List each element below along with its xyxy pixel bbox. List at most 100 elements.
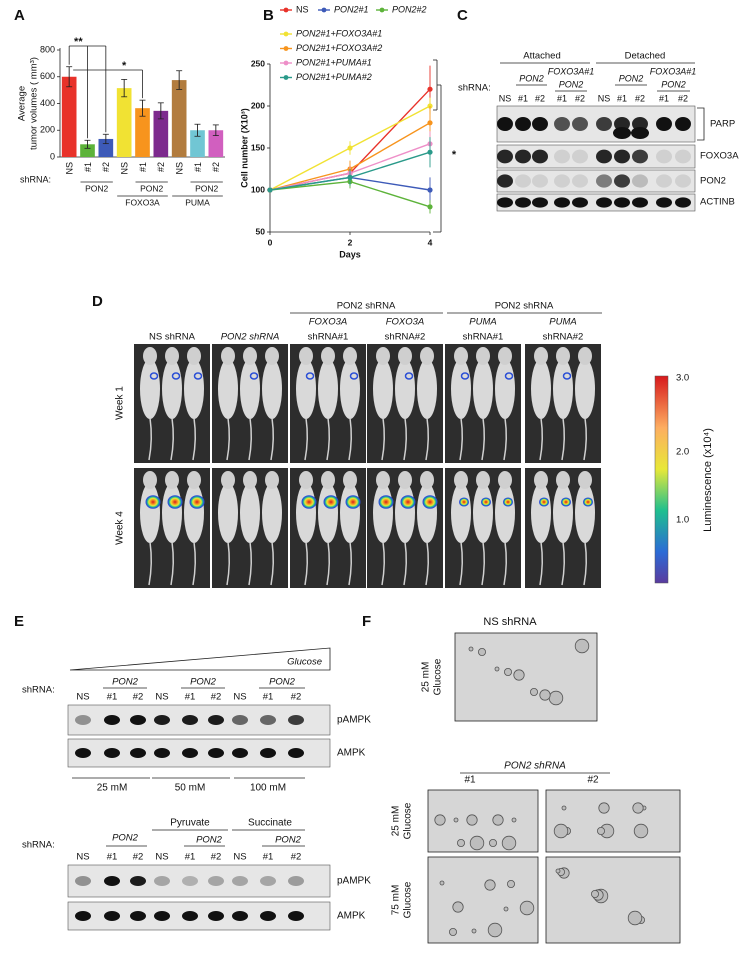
mouse-tail bbox=[503, 541, 508, 586]
mouse-head bbox=[534, 471, 548, 489]
point bbox=[427, 120, 433, 126]
mouse-body bbox=[451, 483, 471, 543]
x-prefix: shRNA: bbox=[20, 174, 51, 184]
column-label: #2 bbox=[587, 775, 599, 786]
lane-label: #1 bbox=[518, 93, 528, 103]
blot-band bbox=[182, 911, 198, 921]
blot-band bbox=[675, 117, 691, 131]
mouse-head bbox=[476, 347, 490, 365]
mouse-head bbox=[343, 347, 357, 365]
y-tick-label: 200 bbox=[40, 125, 55, 135]
signal bbox=[149, 372, 159, 380]
blot-band bbox=[260, 715, 276, 725]
row-label: 25 mM bbox=[391, 806, 402, 837]
mouse-head bbox=[376, 471, 390, 489]
blot-band bbox=[182, 715, 198, 725]
panel-letter: F bbox=[362, 613, 371, 630]
cell bbox=[434, 814, 446, 826]
lane-label: #2 bbox=[575, 93, 585, 103]
cell bbox=[487, 922, 503, 938]
blot-band bbox=[572, 197, 588, 208]
legend-label: PON2#1+PUMA#2 bbox=[296, 72, 372, 82]
y-tick-label: 800 bbox=[40, 44, 55, 54]
lane-label: #1 bbox=[617, 93, 627, 103]
mouse-tail bbox=[270, 541, 275, 586]
blot-band bbox=[613, 127, 631, 139]
mouse-head bbox=[420, 471, 434, 489]
treatment-label: Succinate bbox=[248, 818, 292, 829]
blot-band bbox=[614, 197, 630, 208]
y-tick-label: 100 bbox=[251, 184, 265, 194]
blot-band bbox=[130, 876, 146, 886]
blot-band bbox=[182, 876, 198, 886]
mouse-tail bbox=[326, 417, 331, 461]
row-label: AMPK bbox=[337, 748, 366, 759]
lane-label: NS bbox=[155, 852, 168, 863]
mouse-tail bbox=[192, 417, 197, 461]
signal bbox=[561, 497, 571, 507]
blot-band bbox=[632, 149, 648, 164]
mouse-head bbox=[534, 347, 548, 365]
mouse-body bbox=[262, 359, 282, 419]
blot-band bbox=[154, 911, 170, 921]
blot-band bbox=[632, 174, 648, 188]
mouse-head bbox=[165, 347, 179, 365]
mouse-head bbox=[243, 347, 257, 365]
mouse-body bbox=[162, 359, 182, 419]
blot-band bbox=[614, 117, 630, 131]
point bbox=[427, 149, 433, 155]
signal bbox=[349, 372, 359, 380]
lane-label: #1 bbox=[263, 852, 274, 863]
mouse-head bbox=[376, 347, 390, 365]
mouse-head bbox=[498, 347, 512, 365]
column-header: FOXO3A bbox=[309, 317, 348, 328]
mouse-head bbox=[321, 347, 335, 365]
cell bbox=[574, 638, 590, 654]
blot-band bbox=[154, 748, 170, 758]
bar bbox=[171, 80, 187, 157]
cell bbox=[477, 648, 486, 657]
cell bbox=[632, 802, 644, 814]
column-header: shRNA#1 bbox=[463, 332, 504, 343]
bar bbox=[135, 108, 150, 157]
mouse-body bbox=[531, 359, 551, 419]
blot-band bbox=[497, 149, 513, 164]
column-header: shRNA#2 bbox=[385, 332, 426, 343]
y-tick-label: 250 bbox=[251, 58, 265, 68]
cell bbox=[466, 814, 478, 826]
blot-band bbox=[554, 149, 570, 164]
blot-band bbox=[208, 715, 224, 725]
bar bbox=[116, 88, 132, 157]
panel-letter: E bbox=[14, 613, 24, 630]
mouse-tail bbox=[459, 417, 464, 461]
mouse-tail bbox=[148, 541, 153, 586]
x-tick-label: 4 bbox=[428, 237, 433, 247]
blot-band bbox=[232, 715, 248, 725]
lane-label: #2 bbox=[535, 93, 545, 103]
mouse-tail bbox=[381, 541, 386, 586]
mouse-body bbox=[395, 359, 415, 419]
y-tick-label: 200 bbox=[251, 100, 265, 110]
lane-label: NS bbox=[76, 692, 89, 703]
cell bbox=[555, 868, 561, 874]
blot-band bbox=[596, 149, 612, 164]
mouse-body bbox=[296, 483, 316, 543]
mouse-head bbox=[454, 347, 468, 365]
cell bbox=[597, 827, 606, 836]
panel-letter: C bbox=[457, 7, 468, 24]
row-label: pAMPK bbox=[337, 715, 371, 726]
x-tick-label: #2 bbox=[211, 162, 221, 172]
cell bbox=[511, 817, 517, 823]
legend-marker bbox=[283, 31, 289, 37]
cell bbox=[553, 823, 569, 839]
group-label: PON2 bbox=[85, 183, 108, 193]
mouse-tail bbox=[148, 417, 153, 461]
blot-band bbox=[497, 197, 513, 208]
shrna-label: shRNA: bbox=[22, 685, 55, 696]
group-label: PUMA bbox=[185, 197, 210, 207]
blot-band bbox=[515, 197, 531, 208]
blot-band bbox=[554, 174, 570, 188]
mouse-head bbox=[187, 347, 201, 365]
mouse-body bbox=[184, 483, 204, 543]
